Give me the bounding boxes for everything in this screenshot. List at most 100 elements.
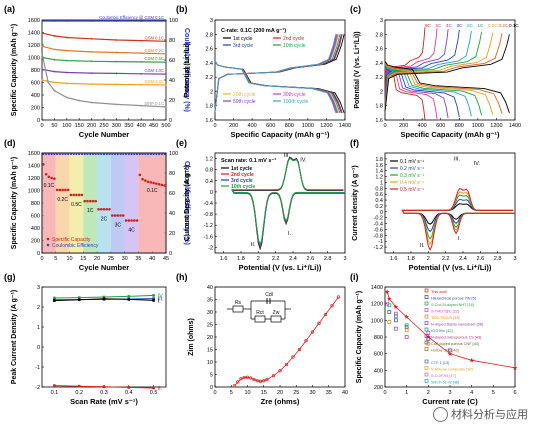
x-tick-label: 0.1 [51, 390, 59, 396]
y-tick-label: 10 [207, 360, 213, 366]
plot-frame [41, 286, 167, 388]
capacity-point [138, 173, 142, 177]
x-tick-label: 350 [124, 123, 133, 129]
y-tick-label: 2 [380, 89, 383, 95]
y-tick-label: 1.6 [375, 118, 383, 124]
y-tick-label: 400 [374, 368, 383, 374]
data-point [77, 298, 81, 302]
x-tick-label: 600 [266, 123, 275, 129]
y-tick-label: 600 [31, 214, 40, 220]
data-point [41, 20, 44, 22]
capacity-point [99, 207, 103, 211]
y-axis-label: Potential (V (vs. Li⁺/Li)) [354, 31, 361, 108]
panel-g: 0.1 0.2 0.3 0.4 0.5 -2 -1 0 1 2 3 Scan Rate (mV s⁻¹… [4, 272, 167, 406]
y-tick-label: 0.8 [375, 186, 383, 192]
x-tick-label: 40 [149, 256, 155, 262]
band-label: 1C [87, 208, 94, 214]
cv-curve [401, 188, 515, 252]
y-tick-label: -0.8 [204, 212, 213, 218]
capacity-point [105, 207, 109, 211]
ce-point [141, 152, 144, 156]
circuit-label: Cdl [265, 292, 273, 298]
y-axis-label: Specific Capacity (mAh g⁻¹) [11, 157, 18, 249]
resistor-rct [254, 315, 266, 323]
ce-point [91, 152, 95, 156]
peak-label: III. [454, 156, 461, 162]
y2-tick-label: 60 [169, 191, 175, 197]
y-tick-label: 1200 [371, 302, 383, 308]
capacity-point [94, 199, 98, 203]
panel-label: (h) [176, 272, 188, 282]
y-tick-label: 0.4 [375, 198, 383, 204]
y-tick-label: 1.2 [375, 175, 383, 181]
legend-swatch [424, 340, 429, 345]
data-point [258, 379, 263, 383]
capacity-point [157, 182, 161, 186]
charge-curve [384, 29, 449, 107]
data-point [165, 20, 167, 22]
legend-swatch [46, 243, 50, 247]
x-tick-label: 1200 [490, 123, 502, 129]
wechat-icon [433, 406, 448, 422]
discharge-curve [384, 61, 510, 114]
ce-point [119, 152, 122, 156]
legend-label: 10th cycle [283, 43, 306, 49]
capacity-point [163, 184, 166, 187]
data-point [90, 60, 93, 63]
data-point [102, 385, 106, 389]
y-tick-label: 800 [31, 68, 40, 74]
series-label: GSM 0.2C [144, 48, 164, 53]
legend-label: 0.4 mV s⁻¹ [400, 180, 424, 186]
reference-point [387, 310, 392, 314]
ce-point [124, 152, 128, 156]
data-point [165, 105, 167, 108]
x-axis-label: Cycle Number [79, 130, 130, 139]
x-tick-label: 10 [66, 256, 72, 262]
ce-point [111, 152, 114, 156]
x-tick-label: 50 [51, 123, 57, 129]
ce-point [138, 152, 141, 156]
legend-label: SNCF-61-W [48] [431, 381, 459, 385]
data-point [330, 304, 334, 308]
data-point [127, 386, 131, 389]
data-point [115, 83, 118, 86]
y-tick-label: -1.2 [204, 223, 213, 229]
ce-point [89, 152, 92, 156]
y-tick-label: 30 [207, 310, 213, 316]
data-point [140, 52, 143, 55]
ce-point [94, 152, 97, 156]
x-axis-label: Scan Rate (mV s⁻¹) [70, 397, 138, 406]
rate-band [83, 153, 98, 253]
y-tick-label: 1400 [28, 31, 40, 37]
data-point [65, 96, 68, 99]
x-tick-label: 20 [277, 390, 283, 396]
capacity-point [69, 193, 73, 197]
capacity-point [80, 193, 84, 197]
capacity-point [155, 182, 158, 185]
capacity-point [110, 214, 114, 217]
x-tick-label: 800 [455, 123, 464, 129]
y-tick-label: 0 [37, 251, 40, 257]
ce-point [135, 152, 139, 156]
plot-frame [214, 152, 346, 254]
y-tick-label: 2 [37, 305, 40, 311]
legend-swatch [424, 288, 429, 293]
x-tick-label: 2.6 [477, 256, 485, 262]
ce-point [105, 152, 108, 156]
y-tick-label: 800 [31, 201, 40, 207]
data-point [304, 339, 308, 343]
y-tick-label: 0 [380, 210, 383, 216]
data-point [90, 83, 93, 85]
discharge-curve [384, 63, 483, 116]
data-point [65, 49, 68, 52]
legend-label: 3rd cycle [231, 178, 253, 184]
ce-point [69, 152, 73, 156]
legend-label: 1st cycle [233, 36, 253, 42]
this-work-point: ★ [393, 303, 399, 311]
data-point [140, 39, 143, 42]
y-tick-label: 1 [380, 180, 383, 186]
peak-label: I. [458, 236, 462, 242]
capacity-point [86, 199, 89, 203]
y2-tick-label: 40 [169, 78, 175, 84]
cv-curve [231, 158, 345, 247]
